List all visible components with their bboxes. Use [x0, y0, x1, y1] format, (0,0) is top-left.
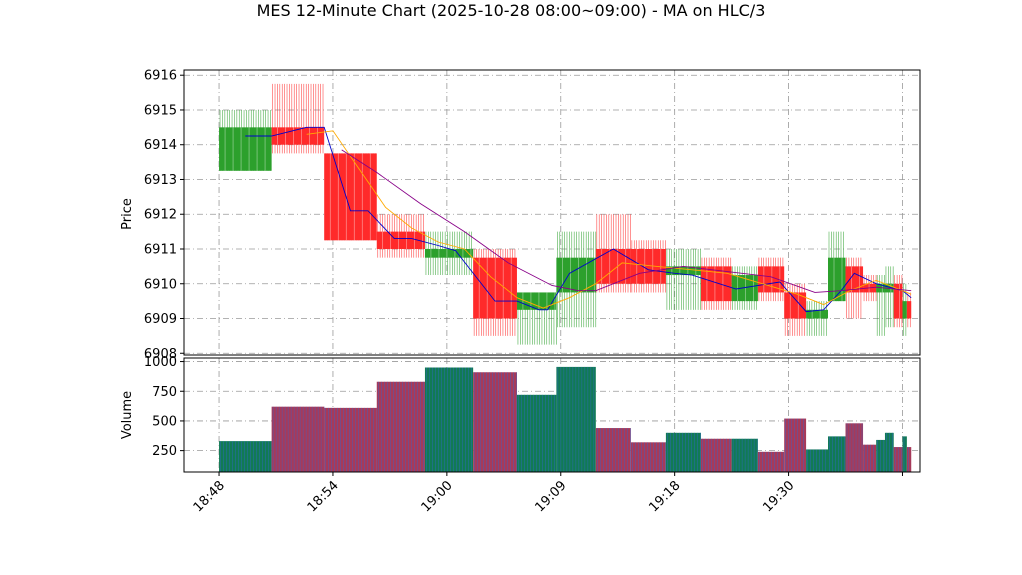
price-tick-label: 6913 — [144, 173, 177, 188]
candle-body — [665, 266, 701, 276]
candle-body — [376, 231, 425, 249]
price-tick-label: 6916 — [144, 69, 177, 84]
chart-title: MES 12-Minute Chart (2025-10-28 08:00~09… — [257, 1, 766, 20]
volume-bar — [424, 367, 474, 472]
volume-tick-label: 500 — [152, 414, 177, 429]
x-tick-label: 19:18 — [646, 478, 683, 515]
candle-body — [906, 301, 912, 319]
candle-body — [757, 266, 785, 293]
x-tick-label: 19:00 — [419, 478, 456, 515]
volume-tick-label: 250 — [152, 444, 177, 459]
candle-body — [219, 127, 272, 171]
x-tick-label: 19:09 — [532, 478, 569, 515]
volume-axis-label: Volume — [120, 391, 135, 439]
candle-body — [806, 309, 828, 319]
candle-body — [893, 283, 903, 319]
candle-body — [845, 266, 864, 293]
price-tick-label: 6915 — [144, 103, 177, 118]
x-tick-label: 18:48 — [191, 478, 228, 515]
volume-bar — [271, 406, 325, 472]
volume-panel: 250 500 750 1000 — [144, 355, 921, 473]
price-panel: 6908 6909 6910 6911 6912 6913 6914 6915 6916 — [144, 69, 921, 362]
price-axis-label: Price — [120, 198, 135, 230]
volume-bar — [863, 444, 877, 472]
volume-bar — [630, 442, 666, 472]
price-tick-label: 6908 — [144, 347, 177, 362]
candle-body — [271, 127, 325, 145]
volume-bar — [906, 447, 912, 472]
candle-body — [876, 283, 885, 293]
price-tick-label: 6911 — [144, 242, 177, 257]
price-tick-label: 6909 — [144, 312, 177, 327]
price-frame — [183, 69, 921, 356]
x-tick-label: 18:54 — [305, 478, 342, 515]
volume-bar — [324, 407, 377, 472]
volume-tick-label: 1000 — [144, 355, 177, 370]
candle-body — [424, 248, 474, 258]
volume-bar — [845, 423, 864, 472]
moving-average-line — [341, 149, 912, 293]
price-tick-label: 6912 — [144, 208, 177, 223]
candle-body — [556, 257, 596, 293]
volume-bar — [902, 436, 907, 472]
volume-bar — [595, 428, 631, 472]
volume-bar — [473, 372, 517, 472]
x-axis: 18:48 18:54 19:00 19:09 19:18 19:30 — [191, 472, 903, 515]
moving-average-line — [306, 130, 912, 309]
candle-wick — [666, 248, 701, 310]
volume-bar — [219, 441, 272, 472]
price-tick-label: 6910 — [144, 277, 177, 292]
volume-bar — [376, 381, 425, 472]
candle-body — [902, 301, 907, 319]
volume-bar — [784, 418, 807, 472]
candle-body — [324, 153, 377, 241]
volume-frame — [183, 357, 921, 473]
x-tick-label: 19:30 — [760, 478, 797, 515]
volume-bar — [828, 436, 846, 472]
candle-body — [784, 292, 807, 319]
volume-tick-label: 750 — [152, 385, 177, 400]
candle-wick — [885, 266, 894, 328]
price-tick-label: 6914 — [144, 138, 177, 153]
volume-bar — [806, 449, 828, 472]
volume-bar — [665, 432, 701, 472]
